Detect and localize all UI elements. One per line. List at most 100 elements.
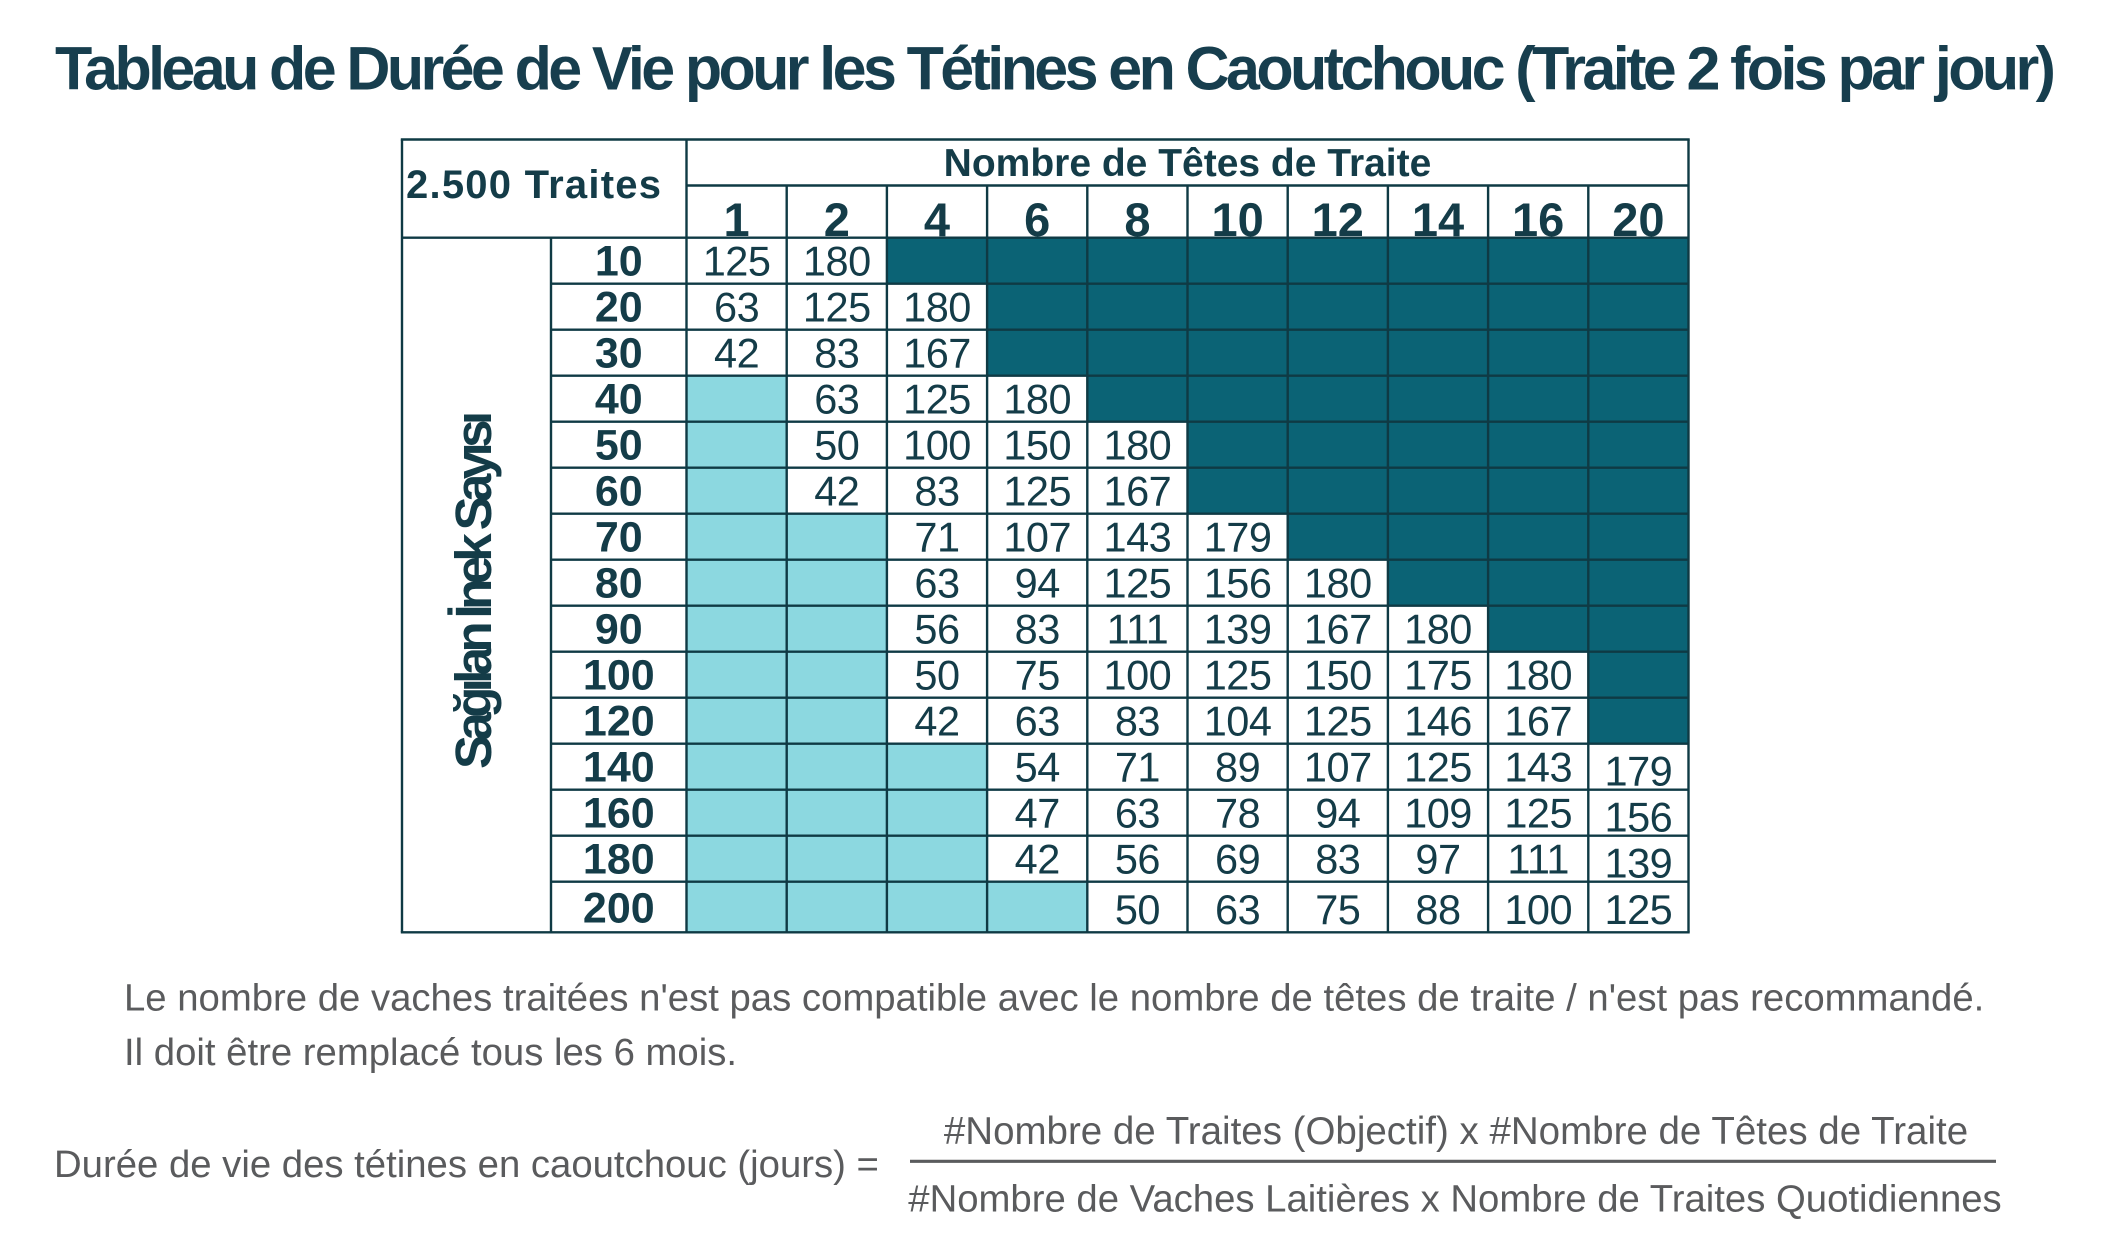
svg-text:180: 180 <box>1003 376 1071 423</box>
svg-text:83: 83 <box>914 468 959 515</box>
svg-text:175: 175 <box>1404 652 1472 699</box>
svg-text:6: 6 <box>1024 193 1050 246</box>
svg-text:69: 69 <box>1215 836 1260 883</box>
svg-text:125: 125 <box>1304 698 1372 745</box>
svg-text:125: 125 <box>803 284 871 331</box>
svg-text:94: 94 <box>1315 790 1360 837</box>
svg-text:143: 143 <box>1104 514 1172 561</box>
svg-text:167: 167 <box>1504 698 1572 745</box>
svg-text:139: 139 <box>1605 840 1673 887</box>
svg-text:Tableau de Durée de Vie pour l: Tableau de Durée de Vie pour les Tétines… <box>55 35 2056 103</box>
svg-text:88: 88 <box>1415 886 1460 933</box>
svg-text:42: 42 <box>1015 836 1060 883</box>
svg-text:140: 140 <box>583 744 655 792</box>
svg-text:125: 125 <box>1504 790 1572 837</box>
svg-text:Il doit être remplacé tous les: Il doit être remplacé tous les 6 mois. <box>124 1031 737 1074</box>
svg-text:75: 75 <box>1015 652 1060 699</box>
svg-text:125: 125 <box>1605 886 1673 933</box>
svg-text:10: 10 <box>1211 193 1263 246</box>
svg-text:50: 50 <box>1115 886 1160 933</box>
svg-text:#Nombre de Traites (Objectif): #Nombre de Traites (Objectif) x #Nombre … <box>944 1110 1968 1153</box>
svg-text:50: 50 <box>914 652 959 699</box>
svg-text:54: 54 <box>1015 744 1060 791</box>
svg-text:83: 83 <box>814 330 859 377</box>
svg-text:47: 47 <box>1015 790 1060 837</box>
svg-text:180: 180 <box>903 284 971 331</box>
svg-text:180: 180 <box>1104 422 1172 469</box>
svg-text:63: 63 <box>1015 698 1060 745</box>
svg-text:42: 42 <box>814 468 859 515</box>
svg-text:16: 16 <box>1512 193 1564 246</box>
svg-text:180: 180 <box>1404 606 1472 653</box>
svg-text:104: 104 <box>1204 698 1272 745</box>
svg-text:111: 111 <box>1107 606 1169 653</box>
svg-text:167: 167 <box>903 330 971 377</box>
svg-text:12: 12 <box>1312 193 1364 246</box>
svg-text:89: 89 <box>1215 744 1260 791</box>
svg-text:160: 160 <box>583 790 655 838</box>
svg-text:125: 125 <box>703 238 771 285</box>
svg-text:143: 143 <box>1504 744 1572 791</box>
svg-text:125: 125 <box>1204 652 1272 699</box>
svg-text:14: 14 <box>1412 193 1464 246</box>
svg-text:4: 4 <box>924 193 950 246</box>
svg-text:83: 83 <box>1315 836 1360 883</box>
svg-text:2.500 Traites: 2.500 Traites <box>406 163 661 207</box>
svg-text:Nombre de Têtes de Traite: Nombre de Têtes de Traite <box>944 142 1432 185</box>
svg-text:1: 1 <box>724 193 750 246</box>
svg-text:20: 20 <box>595 284 643 332</box>
svg-text:63: 63 <box>914 560 959 607</box>
svg-text:71: 71 <box>1115 744 1160 791</box>
svg-text:83: 83 <box>1015 606 1060 653</box>
svg-text:125: 125 <box>1404 744 1472 791</box>
svg-text:Le nombre de vaches traitées n: Le nombre de vaches traitées n'est pas c… <box>124 977 1984 1020</box>
svg-text:97: 97 <box>1415 836 1460 883</box>
svg-text:180: 180 <box>583 836 655 884</box>
svg-text:120: 120 <box>583 698 655 746</box>
svg-text:10: 10 <box>595 238 643 286</box>
svg-text:146: 146 <box>1404 698 1472 745</box>
svg-text:70: 70 <box>595 514 643 562</box>
svg-text:63: 63 <box>714 284 759 331</box>
svg-text:100: 100 <box>583 652 655 700</box>
svg-text:180: 180 <box>803 238 871 285</box>
svg-text:125: 125 <box>1104 560 1172 607</box>
svg-text:83: 83 <box>1115 698 1160 745</box>
svg-text:78: 78 <box>1215 790 1260 837</box>
svg-text:167: 167 <box>1104 468 1172 515</box>
svg-text:139: 139 <box>1204 606 1272 653</box>
svg-text:111: 111 <box>1507 836 1569 883</box>
svg-text:2: 2 <box>824 193 850 246</box>
svg-text:80: 80 <box>595 560 643 608</box>
svg-text:100: 100 <box>1504 886 1572 933</box>
svg-text:107: 107 <box>1003 514 1071 561</box>
svg-text:107: 107 <box>1304 744 1372 791</box>
svg-text:50: 50 <box>595 422 643 470</box>
svg-text:60: 60 <box>595 468 643 516</box>
svg-text:42: 42 <box>914 698 959 745</box>
svg-text:63: 63 <box>1115 790 1160 837</box>
svg-text:109: 109 <box>1404 790 1472 837</box>
svg-text:8: 8 <box>1124 193 1150 246</box>
svg-text:Durée de vie des tétines en ca: Durée de vie des tétines en caoutchouc (… <box>54 1143 879 1186</box>
svg-text:42: 42 <box>714 330 759 377</box>
svg-text:156: 156 <box>1204 560 1272 607</box>
svg-text:50: 50 <box>814 422 859 469</box>
svg-text:40: 40 <box>595 376 643 424</box>
svg-text:180: 180 <box>1504 652 1572 699</box>
svg-text:179: 179 <box>1204 514 1272 561</box>
svg-text:20: 20 <box>1612 193 1664 246</box>
svg-text:150: 150 <box>1003 422 1071 469</box>
svg-text:125: 125 <box>903 376 971 423</box>
svg-text:100: 100 <box>903 422 971 469</box>
svg-text:#Nombre de Vaches Laitières x: #Nombre de Vaches Laitières x Nombre de … <box>908 1178 2001 1221</box>
svg-text:56: 56 <box>1115 836 1160 883</box>
svg-text:179: 179 <box>1605 748 1673 795</box>
svg-text:180: 180 <box>1304 560 1372 607</box>
svg-text:Sağılan İnek Sayısı: Sağılan İnek Sayısı <box>445 411 502 769</box>
svg-text:200: 200 <box>583 885 655 933</box>
svg-text:100: 100 <box>1104 652 1172 699</box>
svg-text:125: 125 <box>1003 468 1071 515</box>
svg-text:63: 63 <box>1215 886 1260 933</box>
svg-text:71: 71 <box>914 514 959 561</box>
